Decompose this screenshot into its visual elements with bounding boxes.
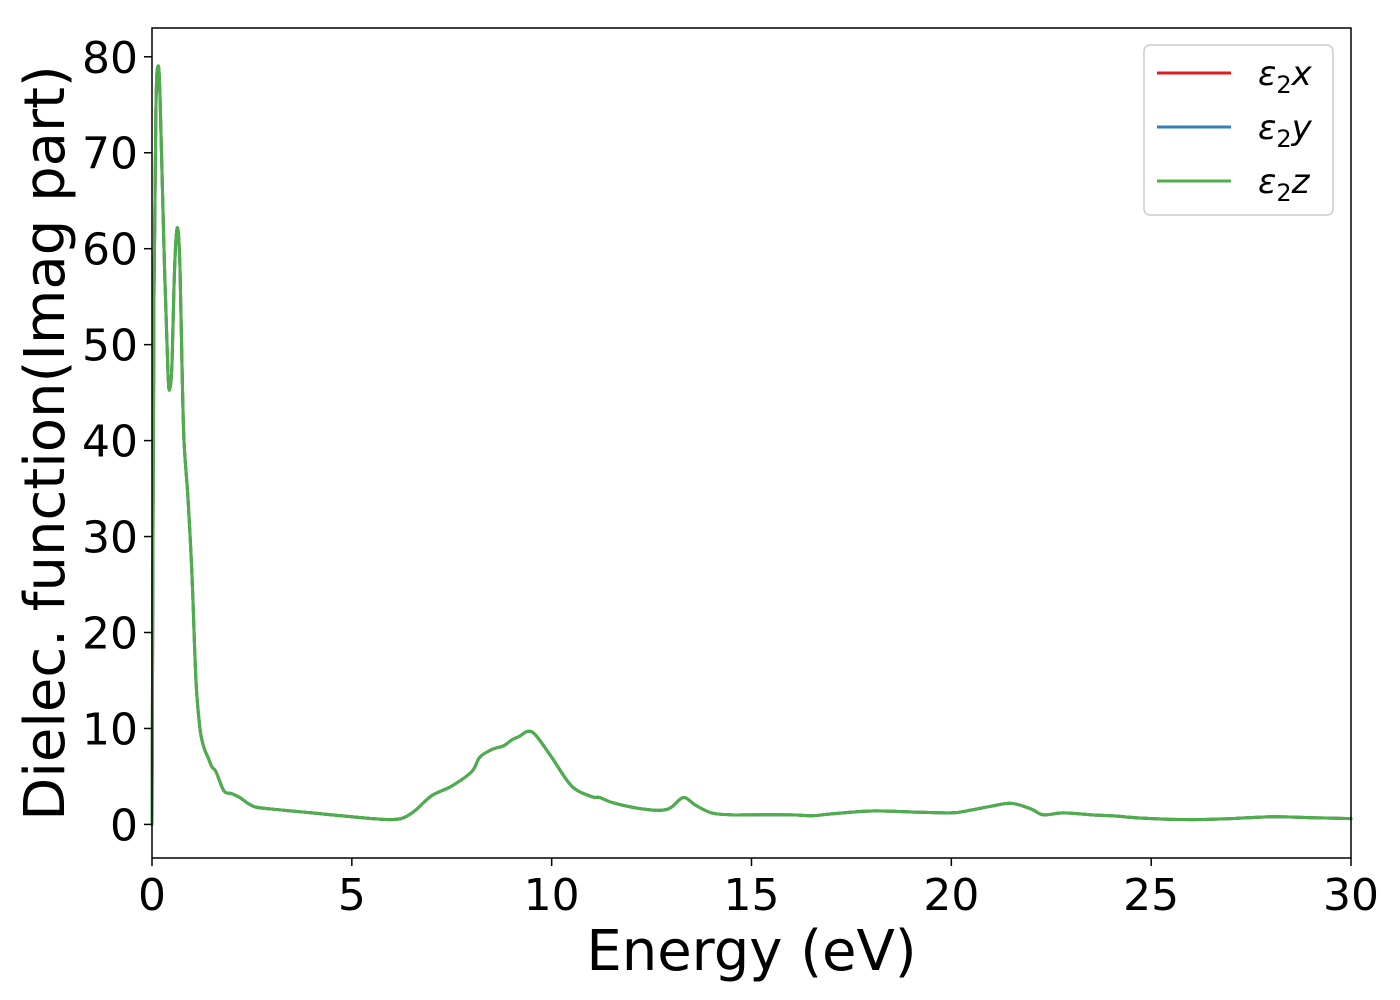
legend-label-suffix: z [1291, 162, 1311, 202]
y-tick-label: 20 [82, 609, 138, 660]
legend-label-base: ε [1258, 162, 1276, 202]
legend-label: ε2x [1258, 54, 1313, 99]
y-tick-label: 60 [82, 225, 138, 276]
y-tick-label: 0 [110, 800, 138, 851]
legend-label-suffix: y [1291, 108, 1313, 148]
x-axis: 0 5 10 15 20 25 30 [138, 858, 1379, 921]
y-tick-label: 50 [82, 321, 138, 372]
legend-label-base: ε [1258, 54, 1276, 94]
x-tick-label: 5 [338, 870, 366, 921]
x-tick-label: 25 [1123, 870, 1179, 921]
legend-label-subscript: 2 [1276, 71, 1291, 99]
series-layer [150, 64, 1353, 826]
x-tick-label: 15 [724, 870, 780, 921]
y-axis-title: Dielec. function(Imag part) [13, 65, 78, 821]
x-axis-title: Energy (eV) [586, 919, 916, 984]
y-tick-label: 80 [82, 33, 138, 84]
legend-box [1143, 44, 1334, 216]
y-tick-label: 30 [82, 513, 138, 564]
y-axis: 0 10 20 30 40 50 60 70 80 [82, 33, 152, 851]
y-tick-label: 40 [82, 417, 138, 468]
legend-label-suffix: x [1291, 54, 1313, 94]
series-line-z [150, 64, 1353, 826]
legend-label: ε2z [1258, 162, 1311, 207]
legend-label: ε2y [1258, 108, 1313, 153]
y-tick-label: 10 [82, 704, 138, 755]
x-tick-label: 10 [524, 870, 580, 921]
legend-label-base: ε [1258, 108, 1276, 148]
x-tick-label: 20 [923, 870, 979, 921]
legend-label-subscript: 2 [1276, 179, 1291, 207]
y-tick-label: 70 [82, 129, 138, 180]
x-tick-label: 30 [1323, 870, 1379, 921]
legend-label-subscript: 2 [1276, 125, 1291, 153]
x-tick-label: 0 [138, 870, 166, 921]
